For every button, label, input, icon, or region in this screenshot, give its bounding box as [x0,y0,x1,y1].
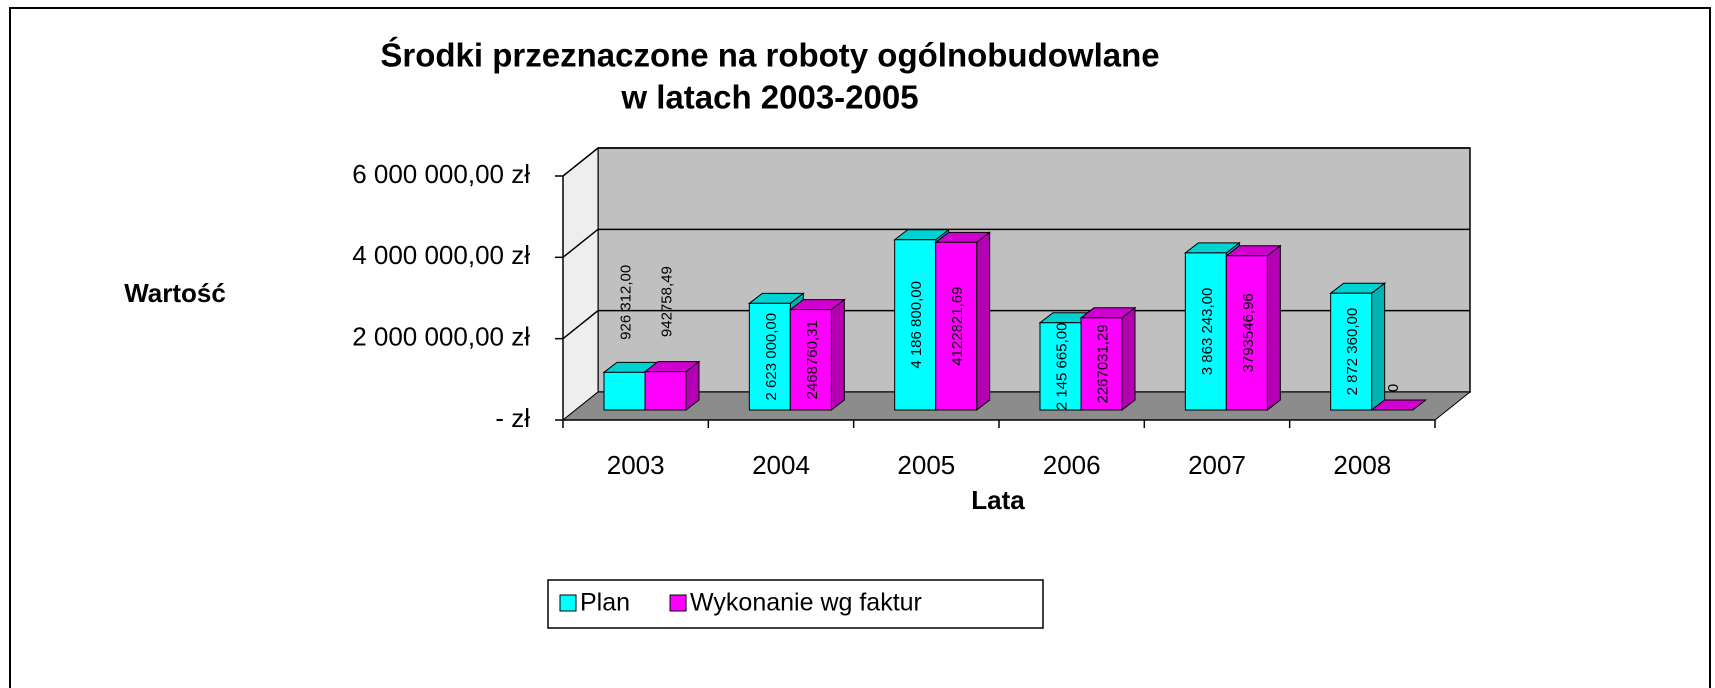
bar-side [1121,306,1136,412]
bar-front [603,371,646,411]
x-axis-title: Lata [971,485,1025,515]
x-tick-label: 2003 [607,450,665,480]
bar-front [748,302,791,411]
bar-side [1266,244,1281,412]
x-tick-label: 2004 [752,450,810,480]
value-label: 2 145 665,00 [1053,323,1070,411]
grid-line [562,228,1470,258]
x-tick-label: 2008 [1333,450,1391,480]
bar [1224,244,1282,412]
x-tick-label: 2006 [1043,450,1101,480]
bar-front [935,241,978,411]
value-label: 942758,49 [658,266,675,337]
bar-front [1184,252,1227,411]
legend-swatch [559,594,577,612]
grid-line [562,309,1470,340]
side-wall [562,146,599,422]
bar-side [976,231,991,412]
value-label: 3 863 243,00 [1199,288,1216,376]
value-label: 0 [1385,384,1402,392]
bar-front [1225,255,1268,411]
value-label: 926 312,00 [617,265,634,340]
y-tick-label: 4 000 000,00 zł [352,240,530,270]
bar-front [1039,322,1082,411]
x-tick-label: 2005 [897,450,955,480]
chart-title: Środki przeznaczone na roboty ogólnobudo… [380,37,1159,74]
bar [1370,399,1428,411]
bar [934,231,992,412]
value-label: 2 623 000,00 [763,313,780,401]
bar [1329,282,1387,412]
y-tick-label: 6 000 000,00 zł [352,159,530,189]
legend [547,579,1044,629]
x-tick-label: 2007 [1188,450,1246,480]
bar-front [1080,317,1123,411]
value-label: 2 872 360,00 [1344,308,1361,396]
bar-side [830,298,845,412]
bar-top [1370,399,1428,411]
bar [643,360,701,412]
bar-front [644,371,687,411]
bar [1079,306,1137,412]
bar-front [894,239,937,411]
legend-label: Plan [580,589,630,617]
legend-swatch [669,594,687,612]
y-tick-label: - zł [495,403,530,433]
value-label: 2267031,29 [1094,324,1111,403]
legend-label: Wykonanie wg faktur [690,589,922,617]
bar-front [1330,292,1373,411]
grid-line [562,147,1470,177]
value-label: 4 186 800,00 [908,281,925,369]
bar-front [789,309,832,411]
bar-side [1371,282,1386,412]
y-tick-label: 2 000 000,00 zł [352,322,530,352]
y-axis-title: Wartość [124,278,226,308]
value-label: 3793546,96 [1240,293,1257,372]
chart-title: w latach 2003-2005 [620,79,918,116]
value-label: 2468760,31 [804,320,821,399]
bar [788,298,846,412]
value-label: 4122821,69 [949,287,966,366]
